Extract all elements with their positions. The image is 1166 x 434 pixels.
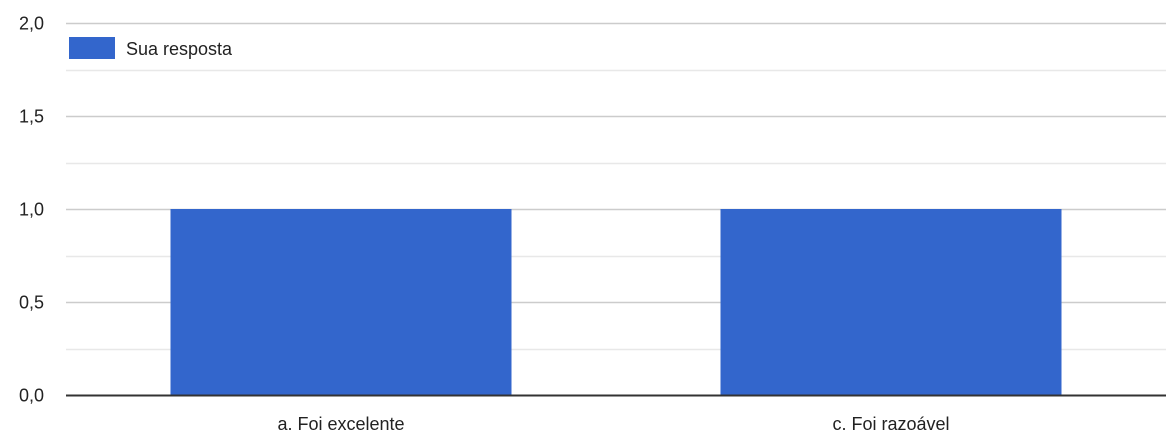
- legend-label: Sua resposta: [126, 39, 233, 59]
- y-tick-label: 0,5: [19, 293, 44, 313]
- y-tick-label: 1,0: [19, 200, 44, 220]
- bar[interactable]: [720, 209, 1062, 395]
- x-tick-label: a. Foi excelente: [277, 414, 404, 434]
- axis-layer: 0,0 0,5 1,0 1,5 2,0 a. Foi excelente c. Foi ra…: [19, 14, 1166, 434]
- legend[interactable]: Sua resposta: [69, 37, 233, 59]
- y-tick-label: 2,0: [19, 14, 44, 34]
- bars-layer: [170, 209, 1062, 395]
- x-tick-label: c. Foi razoável: [832, 414, 949, 434]
- bar[interactable]: [170, 209, 512, 395]
- legend-swatch: [69, 37, 115, 59]
- y-tick-label: 1,5: [19, 107, 44, 127]
- y-tick-label: 0,0: [19, 386, 44, 406]
